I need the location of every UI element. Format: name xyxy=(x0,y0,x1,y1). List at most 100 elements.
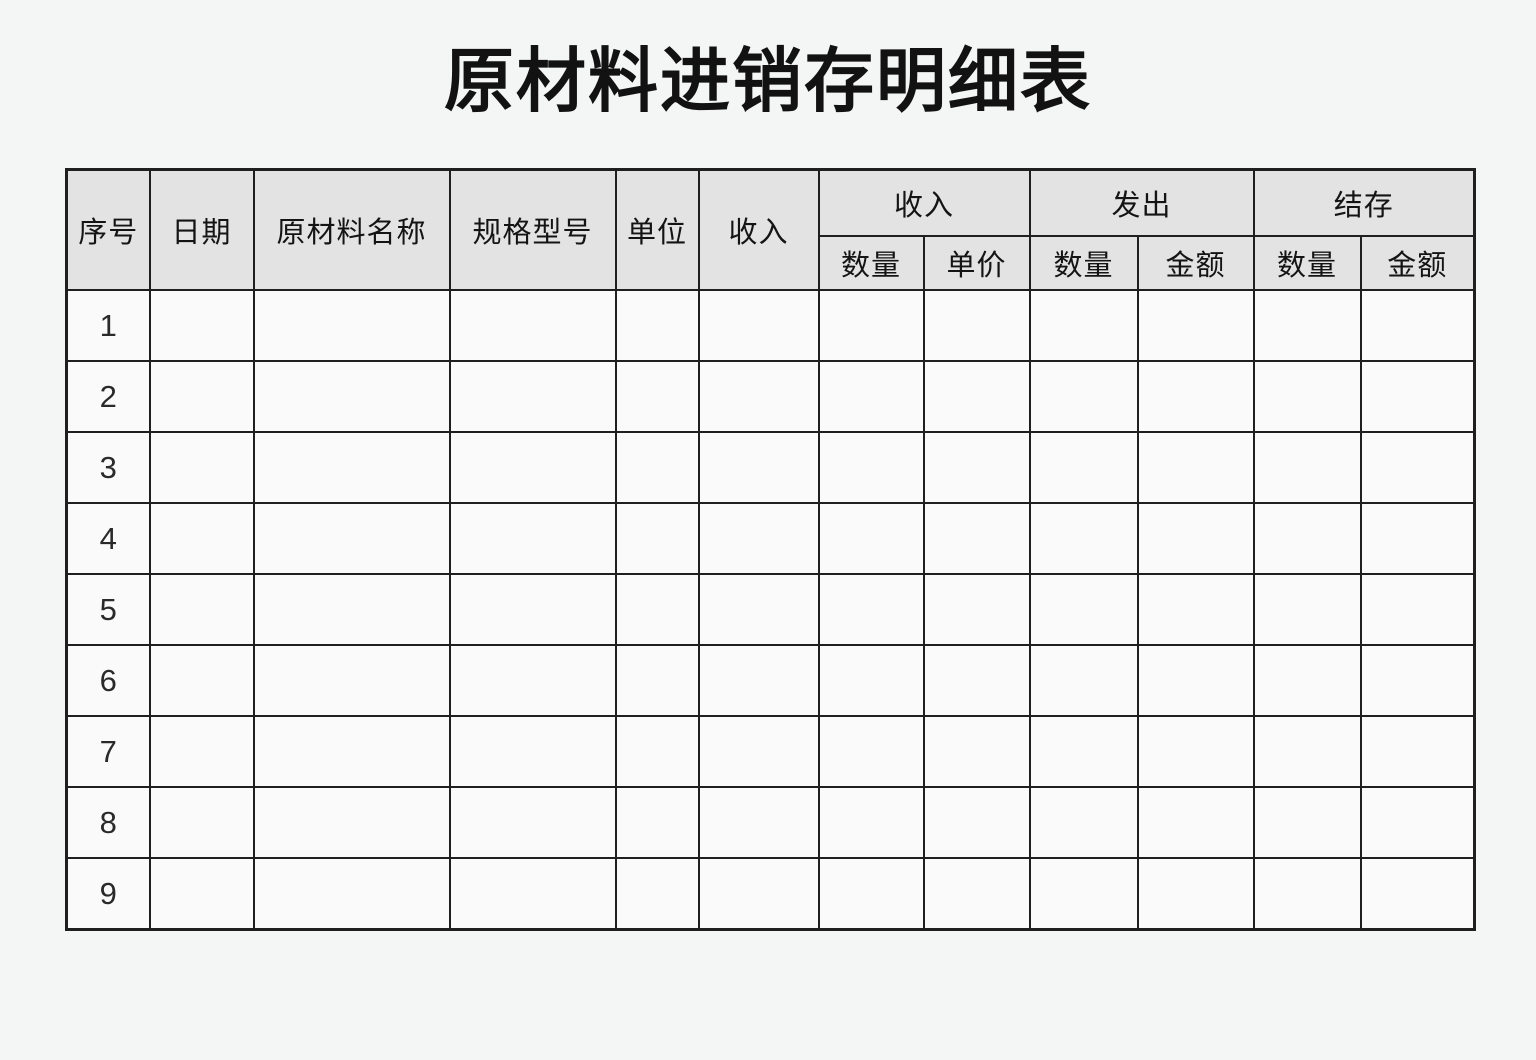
row-serial-number: 2 xyxy=(65,360,151,433)
table-header: 序号 日期 原材料名称 规格型号 单位 收入 收入 发出 结存 数量 单价 数量… xyxy=(65,168,1476,291)
cell-receipt-unit-price xyxy=(922,431,1031,504)
header-row-sub: 数量 单价 数量 金额 数量 金额 xyxy=(67,235,1476,291)
cell-balance-quantity xyxy=(1252,857,1362,931)
cell-material-name xyxy=(252,289,451,362)
cell-balance-quantity xyxy=(1252,289,1362,362)
row-serial-number: 6 xyxy=(65,644,151,717)
row-serial-number: 9 xyxy=(65,857,151,931)
cell-receipt-quantity xyxy=(817,573,925,646)
cell-receipt xyxy=(697,786,820,859)
table-row: 3 xyxy=(65,431,1476,504)
cell-receipt-quantity xyxy=(817,289,925,362)
cell-date xyxy=(148,431,255,504)
cell-receipt-unit-price xyxy=(922,715,1031,788)
cell-unit xyxy=(614,715,700,788)
cell-issue-quantity xyxy=(1028,786,1139,859)
header-issue-quantity: 数量 xyxy=(1028,235,1139,291)
table-row: 2 xyxy=(65,360,1476,433)
cell-spec-model xyxy=(448,360,617,433)
cell-issue-amount xyxy=(1136,715,1255,788)
table-row: 5 xyxy=(65,573,1476,646)
cell-receipt-unit-price xyxy=(922,857,1031,931)
cell-spec-model xyxy=(448,502,617,575)
cell-issue-amount xyxy=(1136,573,1255,646)
cell-receipt xyxy=(697,857,820,931)
cell-receipt-quantity xyxy=(817,502,925,575)
cell-receipt-unit-price xyxy=(922,786,1031,859)
cell-date xyxy=(148,573,255,646)
cell-balance-amount xyxy=(1359,715,1476,788)
cell-balance-amount xyxy=(1359,289,1476,362)
inventory-sheet: 序号 日期 原材料名称 规格型号 单位 收入 收入 发出 结存 数量 单价 数量… xyxy=(65,168,1477,931)
cell-receipt-unit-price xyxy=(922,360,1031,433)
row-serial-number: 4 xyxy=(65,502,151,575)
cell-balance-quantity xyxy=(1252,431,1362,504)
header-unit: 单位 xyxy=(614,168,700,291)
cell-balance-amount xyxy=(1359,786,1476,859)
header-receipt-quantity: 数量 xyxy=(817,235,925,291)
cell-date xyxy=(148,786,255,859)
cell-unit xyxy=(614,431,700,504)
cell-balance-amount xyxy=(1359,573,1476,646)
cell-receipt-unit-price xyxy=(922,502,1031,575)
cell-date xyxy=(148,360,255,433)
cell-balance-quantity xyxy=(1252,715,1362,788)
cell-issue-amount xyxy=(1136,431,1255,504)
cell-unit xyxy=(614,644,700,717)
cell-balance-quantity xyxy=(1252,644,1362,717)
cell-date xyxy=(148,715,255,788)
header-spec-model: 规格型号 xyxy=(448,168,617,291)
cell-receipt xyxy=(697,573,820,646)
cell-issue-amount xyxy=(1136,644,1255,717)
cell-issue-quantity xyxy=(1028,644,1139,717)
cell-issue-amount xyxy=(1136,857,1255,931)
header-serial-number: 序号 xyxy=(65,168,151,291)
cell-receipt xyxy=(697,360,820,433)
cell-balance-quantity xyxy=(1252,573,1362,646)
header-group-balance: 结存 xyxy=(1252,168,1476,237)
row-serial-number: 7 xyxy=(65,715,151,788)
cell-material-name xyxy=(252,644,451,717)
cell-unit xyxy=(614,502,700,575)
cell-unit xyxy=(614,360,700,433)
cell-spec-model xyxy=(448,431,617,504)
cell-unit xyxy=(614,857,700,931)
row-serial-number: 5 xyxy=(65,573,151,646)
cell-balance-amount xyxy=(1359,857,1476,931)
inventory-table: 序号 日期 原材料名称 规格型号 单位 收入 收入 发出 结存 数量 单价 数量… xyxy=(65,168,1477,931)
cell-issue-quantity xyxy=(1028,289,1139,362)
table-row: 8 xyxy=(65,786,1476,859)
cell-material-name xyxy=(252,573,451,646)
header-group-receipt: 收入 xyxy=(817,168,1031,237)
row-serial-number: 1 xyxy=(65,289,151,362)
cell-issue-quantity xyxy=(1028,431,1139,504)
cell-issue-quantity xyxy=(1028,857,1139,931)
cell-issue-quantity xyxy=(1028,715,1139,788)
header-material-name: 原材料名称 xyxy=(252,168,451,291)
cell-unit xyxy=(614,573,700,646)
cell-balance-amount xyxy=(1359,360,1476,433)
table-body: 1 2 xyxy=(65,289,1476,931)
page-title: 原材料进销存明细表 xyxy=(444,42,1092,120)
cell-spec-model xyxy=(448,786,617,859)
cell-spec-model xyxy=(448,573,617,646)
header-receipt-unit-price: 单价 xyxy=(922,235,1031,291)
table-row: 9 xyxy=(65,857,1476,931)
cell-date xyxy=(148,857,255,931)
table-row: 4 xyxy=(65,502,1476,575)
row-serial-number: 8 xyxy=(65,786,151,859)
header-issue-amount: 金额 xyxy=(1136,235,1255,291)
header-balance-quantity: 数量 xyxy=(1252,235,1362,291)
cell-date xyxy=(148,502,255,575)
cell-material-name xyxy=(252,786,451,859)
cell-balance-amount xyxy=(1359,644,1476,717)
cell-receipt-quantity xyxy=(817,644,925,717)
cell-receipt-quantity xyxy=(817,857,925,931)
cell-date xyxy=(148,289,255,362)
cell-balance-amount xyxy=(1359,431,1476,504)
cell-spec-model xyxy=(448,644,617,717)
cell-balance-quantity xyxy=(1252,360,1362,433)
cell-receipt-unit-price xyxy=(922,644,1031,717)
cell-receipt xyxy=(697,431,820,504)
table-row: 6 xyxy=(65,644,1476,717)
